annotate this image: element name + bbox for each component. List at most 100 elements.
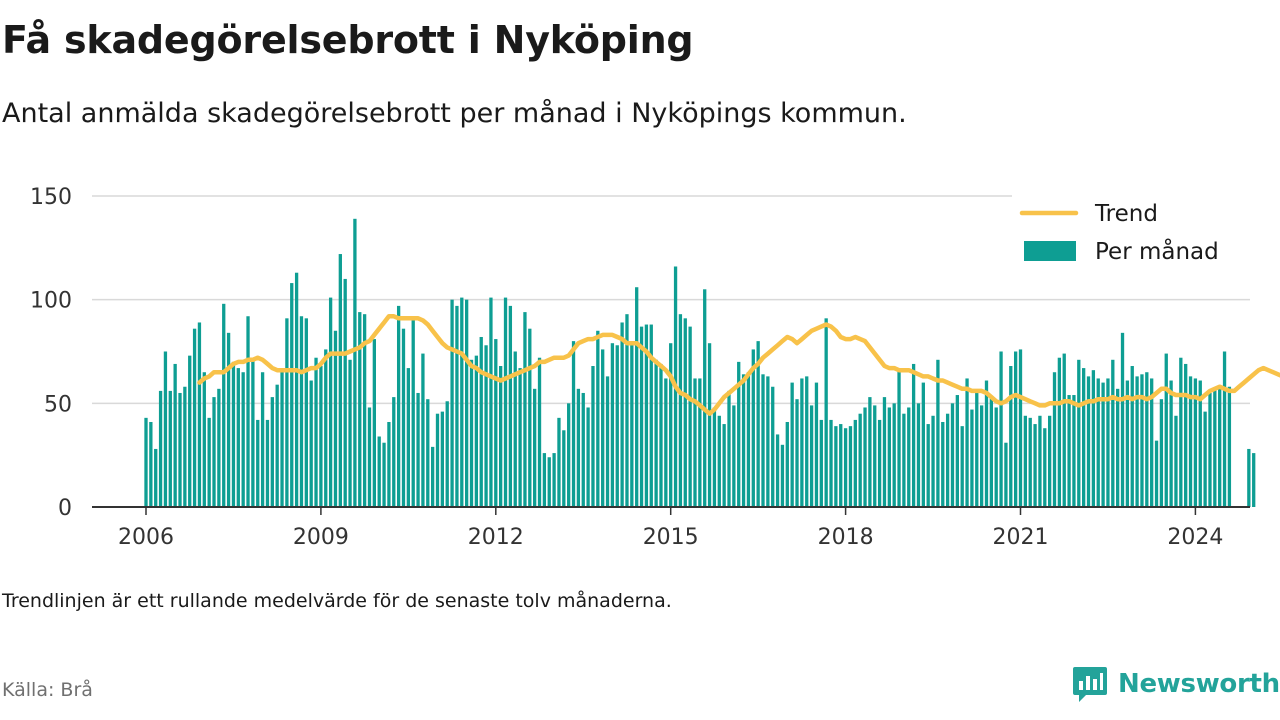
legend: Trend Per månad (1012, 194, 1250, 274)
bar (766, 376, 770, 507)
bar (712, 407, 717, 507)
bar (1043, 428, 1047, 507)
bar (839, 424, 843, 507)
bar (460, 297, 464, 507)
bar (1218, 388, 1222, 507)
bar (1174, 415, 1178, 507)
y-tick-label: 100 (30, 289, 72, 314)
bar (270, 397, 274, 507)
bar (639, 326, 644, 507)
x-tick-label: 2009 (293, 525, 349, 550)
bar (222, 303, 226, 507)
bar (542, 453, 547, 507)
bar (372, 339, 376, 507)
bar (999, 351, 1003, 507)
bar (843, 428, 848, 507)
bar (265, 419, 270, 507)
bar (1203, 411, 1207, 507)
bar (411, 320, 415, 507)
bar (1130, 366, 1134, 507)
bar (892, 403, 896, 507)
bar (775, 434, 780, 507)
bar (392, 397, 396, 507)
bar (562, 430, 566, 507)
bar (547, 457, 551, 507)
bar (290, 283, 294, 507)
bar (494, 339, 498, 507)
bar (508, 305, 513, 507)
bar (401, 328, 406, 507)
bar (1004, 442, 1008, 507)
bar (950, 403, 955, 507)
bar (960, 426, 964, 507)
bar (741, 374, 746, 507)
bar (348, 359, 352, 507)
bar (907, 407, 911, 507)
bar (576, 388, 581, 507)
bar (1047, 415, 1052, 507)
bar (703, 289, 707, 507)
bar (489, 297, 493, 507)
bar (601, 349, 605, 507)
bar (936, 359, 940, 507)
bar (761, 374, 765, 507)
bar (163, 351, 168, 507)
bar (1247, 448, 1251, 507)
x-tick-label: 2012 (468, 525, 524, 550)
bar (144, 417, 148, 507)
bar (299, 316, 304, 507)
bar (1096, 378, 1100, 507)
bar (596, 330, 600, 507)
bar (324, 349, 328, 507)
bar (800, 378, 804, 507)
bar (241, 372, 245, 507)
bars (144, 218, 1256, 507)
bar (1252, 453, 1256, 507)
bar (688, 326, 692, 507)
bar (649, 324, 653, 507)
bar (1169, 380, 1173, 507)
bar (1072, 395, 1076, 507)
bar (848, 426, 853, 507)
bar (426, 399, 430, 507)
bar (387, 421, 391, 507)
bar (571, 341, 576, 507)
x-tick-label: 2021 (993, 525, 1049, 550)
bar (926, 424, 930, 507)
bar (188, 355, 192, 507)
bar (829, 419, 833, 507)
bar (1091, 370, 1096, 507)
bar (1120, 332, 1125, 507)
bar (533, 388, 537, 507)
trend-line-layer (197, 314, 1280, 416)
chart: 0 50 100 150 2006 2009 2012 2015 2018 2021 2024 Tr… (30, 185, 1280, 550)
bar (469, 359, 474, 507)
bar (644, 324, 649, 507)
bar (1067, 395, 1071, 507)
bar (664, 378, 668, 507)
bar (727, 390, 731, 507)
bar (941, 421, 945, 507)
y-tick-label: 50 (44, 392, 72, 417)
legend-trend-label: Trend (1094, 201, 1158, 227)
bar (421, 353, 425, 507)
bar (440, 411, 445, 507)
source-label: Källa: Brå (2, 679, 93, 701)
bar (435, 413, 440, 507)
brand-name: Newsworthy (1118, 669, 1280, 699)
bar (304, 318, 308, 507)
bar (625, 314, 629, 507)
bar (226, 332, 231, 507)
bar (1086, 376, 1091, 507)
bar (260, 372, 265, 507)
bar (1023, 415, 1028, 507)
x-tick-label: 2018 (818, 525, 874, 550)
bar (328, 297, 333, 507)
bar (994, 407, 998, 507)
bar (256, 419, 260, 507)
bar (1145, 372, 1149, 507)
bar (965, 378, 969, 507)
x-tick-label: 2024 (1167, 525, 1223, 550)
bar (819, 419, 823, 507)
bar (567, 403, 571, 507)
